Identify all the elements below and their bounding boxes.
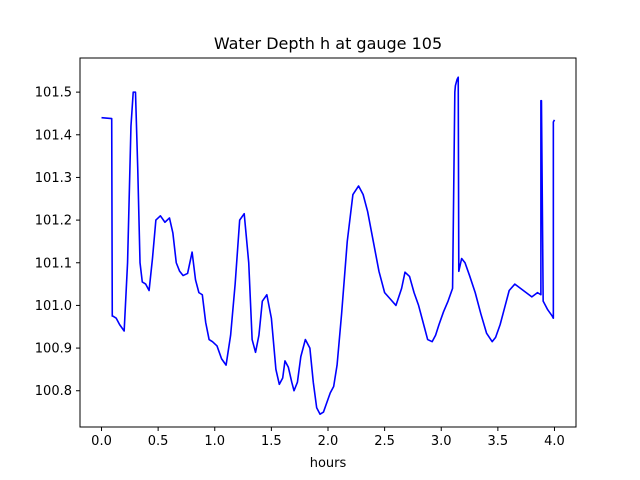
x-tick-label: 3.0 [431, 434, 452, 449]
y-tick-label: 101.0 [35, 299, 72, 314]
y-tick-label: 100.9 [35, 342, 72, 357]
y-tick-label: 100.8 [35, 384, 72, 399]
x-axis-label: hours [310, 456, 347, 471]
x-tick-label: 1.0 [204, 434, 225, 449]
y-tick-label: 101.2 [35, 214, 72, 229]
x-tick-label: 0.0 [91, 434, 112, 449]
x-tick-label: 4.0 [544, 434, 565, 449]
y-tick-label: 101.1 [35, 256, 72, 271]
x-tick-label: 0.5 [148, 434, 169, 449]
x-axis: 0.0 0.5 1.0 1.5 2.0 2.5 3.0 3.5 4.0 [91, 427, 565, 449]
x-tick-label: 2.5 [374, 434, 395, 449]
x-tick-label: 2.0 [318, 434, 339, 449]
y-tick-label: 101.3 [35, 171, 72, 186]
x-tick-label: 1.5 [261, 434, 282, 449]
x-tick-label: 3.5 [488, 434, 509, 449]
y-tick-label: 101.4 [35, 128, 72, 143]
chart-title: Water Depth h at gauge 105 [214, 34, 442, 53]
y-tick-label: 101.5 [35, 86, 72, 101]
y-axis: 100.8 100.9 101.0 101.1 101.2 101.3 101.4 101.5 [35, 86, 80, 399]
series-line-water-depth [101, 76, 556, 415]
